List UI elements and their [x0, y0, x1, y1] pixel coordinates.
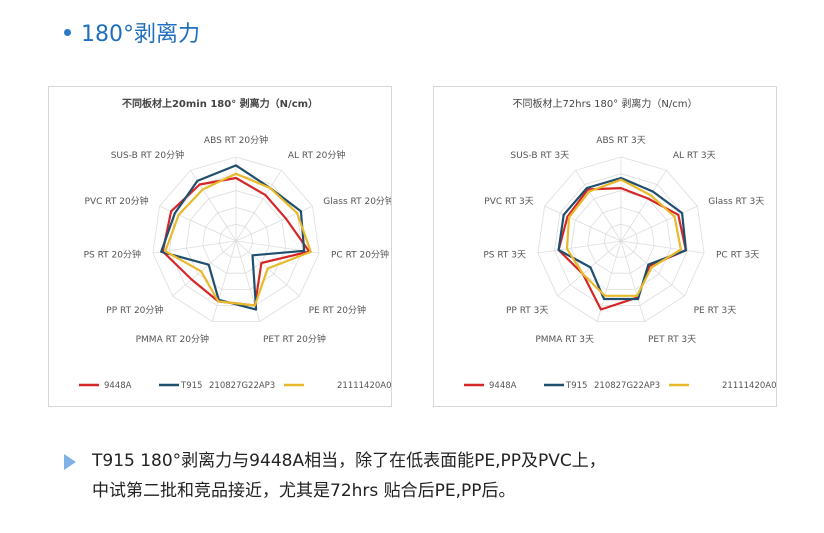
- chart-title: 不同板材上20min 180° 剥离力（N/cm）: [122, 97, 318, 110]
- axis-label: PMMA RT 3天: [535, 335, 594, 345]
- legend-label: 210827G22AP3: [209, 381, 275, 391]
- axis-label: PC RT 20分钟: [331, 249, 389, 261]
- legend-label: 9448A: [489, 381, 517, 391]
- axis-spoke: [544, 205, 622, 242]
- axis-label: Glass RT 3天: [708, 197, 764, 207]
- grid-ring: [570, 190, 672, 290]
- series-line-T915: [557, 176, 687, 301]
- legend-label: 210827G22AP3: [594, 381, 660, 391]
- grid-ring: [152, 156, 320, 323]
- axis-label: AL RT 20分钟: [288, 149, 345, 161]
- axis-label: Glass RT 20分钟: [323, 195, 391, 207]
- axis-label: PET RT 20分钟: [263, 333, 326, 345]
- series-line-9448A: [557, 186, 687, 311]
- section-title-text: 180°剥离力: [81, 22, 200, 47]
- axis-spoke: [620, 240, 705, 254]
- series-line-210827G22AP3: [164, 172, 312, 307]
- axis-spoke: [575, 170, 622, 242]
- radar-chart-20min: 不同板材上20min 180° 剥离力（N/cm） ABS RT 20分钟 AL R…: [48, 86, 392, 407]
- axis-label: PP RT 3天: [506, 306, 548, 316]
- grid-ring: [537, 156, 705, 323]
- axis-spoke: [620, 205, 698, 242]
- series-line-T915: [160, 164, 306, 311]
- chart-title: 不同板材上72hrs 180° 剥离力（N/cm）: [513, 97, 698, 110]
- axis-spoke: [557, 240, 622, 297]
- grid-ring: [202, 206, 270, 274]
- axis-spoke: [159, 205, 237, 242]
- axis-spoke: [620, 170, 667, 242]
- axis-spoke: [537, 240, 622, 254]
- axis-label: PC RT 3天: [716, 251, 759, 261]
- axis-label: PVC RT 20分钟: [85, 195, 149, 207]
- section-title: 180°剥离力: [64, 16, 200, 48]
- axis-label: PET RT 3天: [648, 335, 696, 345]
- conclusion-line-2: 中试第二批和竞品接近，尤其是72hrs 贴合后PE,PP后。: [92, 481, 516, 501]
- axis-spoke: [620, 240, 646, 322]
- legend-label: 21111420A02: [722, 381, 776, 391]
- axis-label: ABS RT 3天: [596, 136, 645, 146]
- legend-label: T915: [565, 381, 587, 391]
- grid-ring: [554, 173, 688, 306]
- grid-ring: [185, 190, 287, 290]
- axis-label: PE RT 3天: [694, 306, 737, 316]
- axis-label: SUS-B RT 3天: [510, 151, 569, 161]
- legend-label: T915: [180, 381, 202, 391]
- conclusion-line-1-text: T915 180°剥离力与9448A相当，除了在低表面能PE,PP及PVC上，: [92, 451, 606, 471]
- arrow-right-icon: [64, 454, 76, 470]
- axis-label: PS RT 3天: [483, 251, 526, 261]
- axis-label: PE RT 20分钟: [309, 304, 366, 316]
- axis-label: AL RT 3天: [673, 151, 716, 161]
- axis-spoke: [172, 240, 237, 297]
- conclusion-line-1: T915 180°剥离力与9448A相当，除了在低表面能PE,PP及PVC上，: [64, 446, 804, 476]
- axis-label: ABS RT 20分钟: [204, 134, 268, 146]
- radar-svg-72hrs: 不同板材上72hrs 180° 剥离力（N/cm） ABS RT 3天 AL RT …: [464, 97, 776, 391]
- radar-chart-72hrs: 不同板材上72hrs 180° 剥离力（N/cm） ABS RT 3天 AL RT …: [433, 86, 777, 407]
- axis-label: PVC RT 3天: [484, 197, 533, 207]
- axis-spoke: [620, 240, 685, 297]
- legend-label: 21111420A02: [337, 381, 391, 391]
- axis-spoke: [211, 240, 237, 322]
- bullet-dot-icon: [64, 28, 71, 36]
- legend-label: 9448A: [104, 381, 132, 391]
- radar-svg-20min: 不同板材上20min 180° 剥离力（N/cm） ABS RT 20分钟 AL R…: [79, 97, 391, 391]
- axis-spoke: [190, 170, 237, 242]
- series-line-210827G22AP3: [565, 178, 682, 297]
- conclusion-text: T915 180°剥离力与9448A相当，除了在低表面能PE,PP及PVC上， …: [64, 446, 804, 506]
- axis-label: SUS-B RT 20分钟: [111, 149, 184, 161]
- grid-ring: [603, 223, 639, 258]
- axis-spoke: [235, 205, 313, 242]
- axis-label: PP RT 20分钟: [106, 304, 163, 316]
- axis-label: PS RT 20分钟: [84, 249, 141, 261]
- grid-ring: [587, 206, 655, 274]
- grid-ring: [218, 223, 254, 258]
- axis-spoke: [235, 170, 282, 242]
- axis-label: PMMA RT 20分钟: [136, 333, 209, 345]
